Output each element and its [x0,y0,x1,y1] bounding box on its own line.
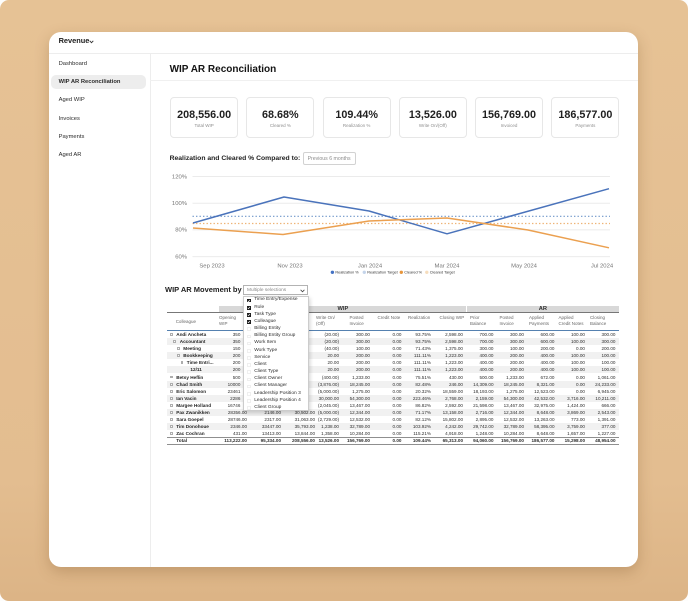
svg-text:Realization %: Realization % [335,271,359,275]
svg-text:Nov 2023: Nov 2023 [277,263,303,269]
svg-text:May 2024: May 2024 [511,263,538,269]
svg-text:Realization Target: Realization Target [367,271,398,275]
svg-text:80%: 80% [175,228,188,234]
svg-text:120%: 120% [172,174,188,180]
svg-text:100%: 100% [172,201,188,207]
svg-text:Sep 2023: Sep 2023 [199,263,225,269]
svg-text:Jul 2024: Jul 2024 [591,263,614,269]
svg-text:60%: 60% [175,254,188,260]
svg-text:Cleared Target: Cleared Target [430,271,456,275]
svg-text:Mar 2024: Mar 2024 [435,263,461,269]
svg-text:Jan 2024: Jan 2024 [358,263,383,269]
svg-text:Cleared %: Cleared % [404,271,422,275]
